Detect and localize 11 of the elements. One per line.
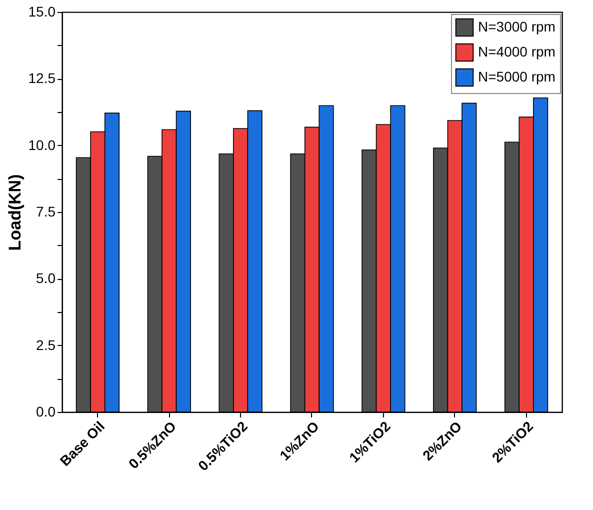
y-tick-label: 2.5 [36, 336, 56, 353]
y-axis-title: Load(KN) [5, 174, 24, 251]
legend-label: N=3000 rpm [478, 18, 556, 34]
y-tick-label: 15.0 [28, 4, 56, 20]
legend-label: N=4000 rpm [478, 44, 556, 60]
legend-label: N=5000 rpm [478, 68, 556, 84]
y-tick-label: 12.5 [28, 70, 56, 86]
y-tick-label: 7.5 [36, 204, 56, 220]
y-tick-label: 0.0 [36, 404, 56, 420]
y-tick-label: 10.0 [28, 136, 56, 153]
y-tick-label: 5.0 [36, 270, 56, 286]
